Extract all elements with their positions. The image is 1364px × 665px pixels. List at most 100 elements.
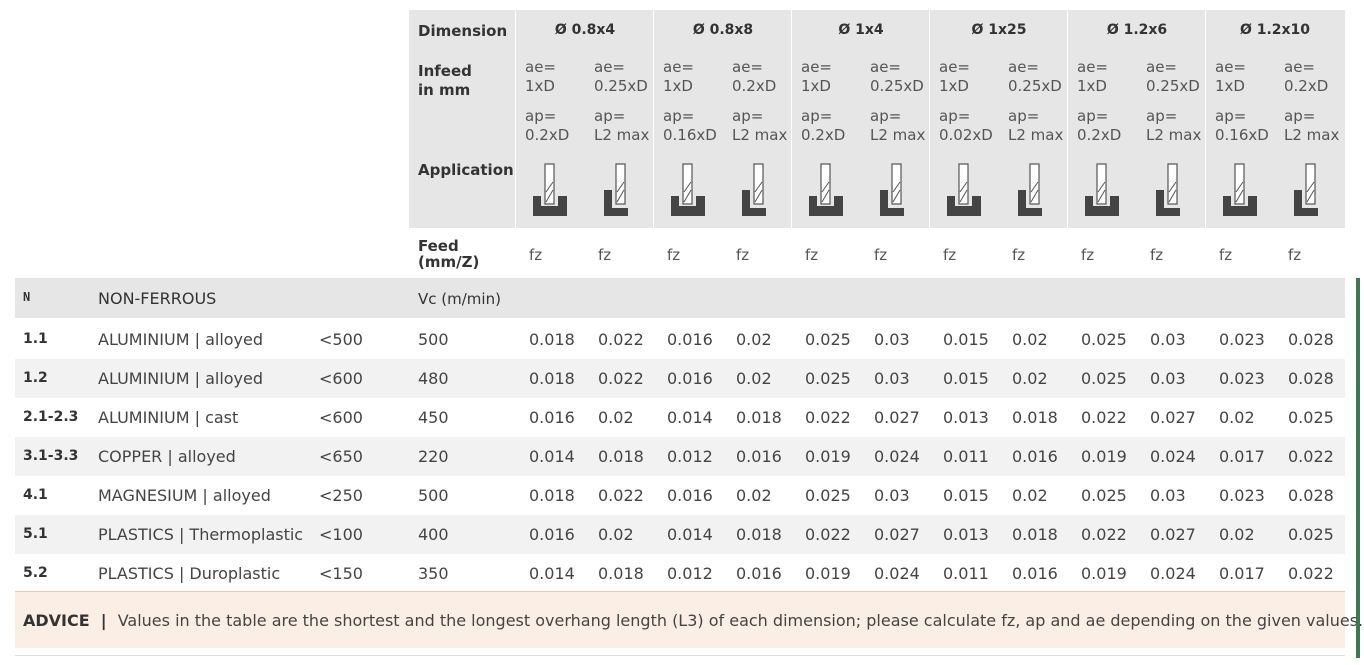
ap-value: 0.16xD (663, 126, 717, 144)
feed-value: 0.03 (1150, 369, 1186, 388)
dimension-title: Ø 0.8x4 (554, 22, 616, 38)
feed-value: 0.016 (529, 525, 575, 544)
feed-value: 0.017 (1219, 564, 1265, 583)
dimension-title: Ø 1x25 (971, 22, 1027, 38)
slot-milling-icon (809, 163, 843, 216)
cutting-speed: 500 (418, 486, 449, 505)
ae-prefix: ae= (1215, 58, 1246, 76)
infeed-label-line1: Infeed (418, 62, 472, 80)
ae-prefix: ae= (939, 58, 970, 76)
infeed-ae-value: ae= 0.25xD (1008, 58, 1076, 96)
feed-value: 0.013 (943, 408, 989, 427)
ae-value: 0.25xD (870, 77, 924, 95)
infeed-ae-value: ae= 0.25xD (870, 58, 938, 96)
feed-value: 0.024 (1150, 447, 1196, 466)
material-code: 1.1 (23, 331, 48, 347)
infeed-ae-value: ae= 1xD (1215, 58, 1283, 96)
feed-value: 0.014 (667, 525, 713, 544)
cutting-speed: 500 (418, 330, 449, 349)
table-row: 1.2 ALUMINIUM | alloyed <600 480 0.018 0.022 0… (15, 359, 1345, 398)
dimension-title: Ø 1.2x10 (1239, 22, 1311, 38)
dimension-title: Ø 1x4 (838, 22, 884, 38)
feed-value: 0.03 (1150, 486, 1186, 505)
feed-value: 0.017 (1219, 447, 1265, 466)
ap-prefix: ap= (525, 107, 557, 125)
material-name: COPPER | alloyed (98, 447, 236, 466)
tensile-strength: <500 (319, 330, 363, 349)
ae-value: 0.25xD (1146, 77, 1200, 95)
ap-prefix: ap= (1215, 107, 1247, 125)
feed-value: 0.022 (805, 408, 851, 427)
ap-value: 0.02xD (939, 126, 993, 144)
dimension-column: Ø 1x4 ae= 1xD ap= 0.2xD ae= 0.25xD ap= L2 max (791, 10, 929, 228)
material-code: 2.1-2.3 (23, 409, 79, 425)
infeed-ap-value: ap= L2 max (1284, 107, 1352, 145)
material-name: MAGNESIUM | alloyed (98, 486, 271, 505)
dimension-title: Ø 1.2x6 (1106, 22, 1168, 38)
feed-value: 0.02 (736, 486, 772, 505)
feed-value: 0.016 (667, 330, 713, 349)
feed-unit-label: fz (1012, 246, 1026, 264)
ap-prefix: ap= (594, 107, 626, 125)
feed-value: 0.014 (667, 408, 713, 427)
feed-value: 0.027 (1150, 525, 1196, 544)
ae-prefix: ae= (870, 58, 901, 76)
ap-prefix: ap= (939, 107, 971, 125)
accent-bar (1356, 278, 1360, 658)
slot-milling-icon (533, 163, 567, 216)
tensile-strength: <250 (319, 486, 363, 505)
feed-value: 0.018 (529, 330, 575, 349)
feed-value: 0.022 (805, 525, 851, 544)
side-milling-icon (1156, 163, 1180, 216)
side-milling-icon (1294, 163, 1318, 216)
table-row: 1.1 ALUMINIUM | alloyed <500 500 0.018 0.022 0… (15, 320, 1345, 359)
ap-prefix: ap= (801, 107, 833, 125)
feed-value: 0.02 (736, 330, 772, 349)
feed-value: 0.02 (736, 369, 772, 388)
feed-unit-label: fz (529, 246, 543, 264)
feed-value: 0.025 (1288, 408, 1334, 427)
ae-prefix: ae= (732, 58, 763, 76)
feed-value: 0.012 (667, 564, 713, 583)
table-row: 2.1-2.3 ALUMINIUM | cast <600 450 0.016 0.02 0… (15, 398, 1345, 437)
ae-prefix: ae= (1146, 58, 1177, 76)
dimension-column: Ø 0.8x8 ae= 1xD ap= 0.16xD ae= 0.2xD ap= L2 max (653, 10, 791, 228)
feed-value: 0.022 (1288, 564, 1334, 583)
infeed-ae-value: ae= 1xD (801, 58, 869, 96)
dimension-column: Ø 0.8x4 ae= 1xD ap= 0.2xD ae= 0.25xD ap= L2 max (515, 10, 653, 228)
ap-prefix: ap= (1077, 107, 1109, 125)
feed-value: 0.016 (529, 408, 575, 427)
material-name: PLASTICS | Duroplastic (98, 564, 281, 583)
feed-value: 0.028 (1288, 369, 1334, 388)
tensile-strength: <150 (319, 564, 363, 583)
infeed-ae-value: ae= 1xD (525, 58, 593, 96)
table-row: 5.1 PLASTICS | Thermoplastic <100 400 0.016 0… (15, 515, 1345, 554)
advice-label: ADVICE (23, 611, 90, 630)
ap-prefix: ap= (732, 107, 764, 125)
feed-value: 0.018 (736, 525, 782, 544)
feed-value: 0.011 (943, 564, 989, 583)
feed-value: 0.018 (529, 486, 575, 505)
ae-value: 1xD (1215, 77, 1245, 95)
feed-value: 0.02 (1012, 369, 1048, 388)
table-row: 5.2 PLASTICS | Duroplastic <150 350 0.014 0.0… (15, 554, 1345, 593)
cutting-speed: 450 (418, 408, 449, 427)
material-code: 5.2 (23, 565, 48, 581)
ae-prefix: ae= (1077, 58, 1108, 76)
feed-value: 0.019 (1081, 447, 1127, 466)
ap-value: L2 max (1284, 126, 1340, 144)
feed-label-line2: (mm/Z) (418, 253, 480, 271)
feed-value: 0.024 (874, 564, 920, 583)
feed-value: 0.025 (1081, 330, 1127, 349)
ae-value: 0.2xD (1284, 77, 1329, 95)
feed-value: 0.03 (874, 369, 910, 388)
cutting-speed: 400 (418, 525, 449, 544)
infeed-ap-value: ap= L2 max (870, 107, 938, 145)
slot-milling-icon (671, 163, 705, 216)
ae-prefix: ae= (1008, 58, 1039, 76)
ap-prefix: ap= (663, 107, 695, 125)
dimension-column: Ø 1.2x10 ae= 1xD ap= 0.16xD ae= 0.2xD ap= L2 max (1205, 10, 1343, 228)
feed-value: 0.028 (1288, 486, 1334, 505)
material-name: ALUMINIUM | cast (98, 408, 239, 427)
feed-value: 0.018 (529, 369, 575, 388)
